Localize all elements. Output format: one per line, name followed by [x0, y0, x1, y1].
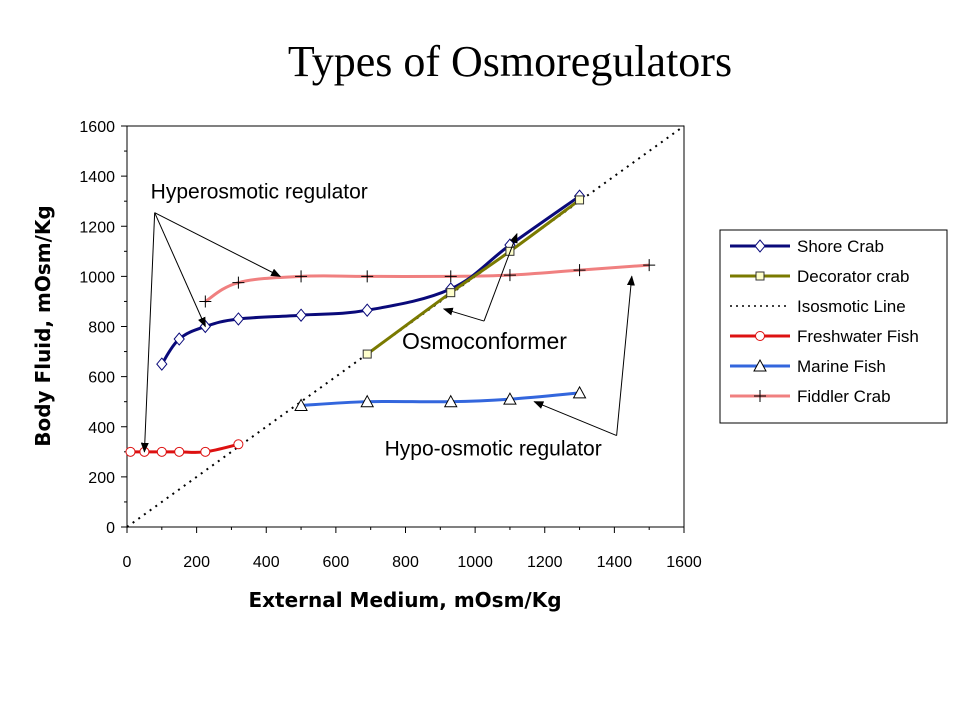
- legend-label: Decorator crab: [797, 267, 909, 286]
- annotation-text: Osmoconformer: [402, 328, 567, 354]
- legend-item: Fiddler Crab: [730, 387, 891, 406]
- data-point: [362, 349, 372, 359]
- y-tick-label: 400: [88, 420, 115, 437]
- data-point: [573, 264, 586, 277]
- x-tick-label: 1200: [527, 554, 563, 571]
- annotation-arrow: [533, 401, 617, 437]
- data-point: [754, 390, 766, 402]
- annotation-text: Hypo-osmotic regulator: [385, 438, 602, 461]
- data-point: [232, 276, 245, 289]
- data-point: [174, 446, 185, 457]
- data-point: [360, 394, 375, 408]
- annotation: Hyperosmotic regulator: [140, 181, 368, 453]
- axes: 0 200 400 600 800 1000 1200 1400 1600 0 200 400 600 8…: [79, 119, 701, 571]
- data-point: [295, 270, 308, 283]
- series-decorator-crab: [362, 195, 585, 359]
- data-point: [361, 303, 373, 317]
- y-tick-label: 1200: [79, 219, 115, 236]
- legend-item: Isosmotic Line: [730, 297, 906, 316]
- x-tick-label: 400: [253, 554, 280, 571]
- data-point: [200, 446, 211, 457]
- y-tick-label: 200: [88, 470, 115, 487]
- annotation-arrow: [154, 212, 206, 328]
- chart-title: Types of Osmoregulators: [287, 37, 733, 86]
- x-tick-label: 600: [323, 554, 350, 571]
- annotation-arrow: [483, 232, 518, 322]
- data-point: [156, 446, 167, 457]
- series-marine-fish: [294, 385, 587, 411]
- y-tick-label: 1400: [79, 169, 115, 186]
- series-line: [366, 198, 581, 356]
- annotation-arrow: [442, 307, 485, 322]
- legend-item: Decorator crab: [730, 267, 909, 286]
- y-tick-label: 0: [106, 520, 115, 537]
- y-axis-label: Body Fluid, mOsm/Kg: [31, 205, 55, 447]
- data-point: [755, 331, 765, 341]
- x-tick-label: 200: [183, 554, 210, 571]
- data-point: [446, 288, 456, 298]
- y-tick-label: 600: [88, 370, 115, 387]
- data-point: [125, 446, 136, 457]
- data-point: [503, 269, 516, 282]
- data-point: [643, 259, 656, 272]
- annotation-text: Hyperosmotic regulator: [151, 181, 368, 204]
- y-tick-label: 1600: [79, 119, 115, 136]
- annotation-arrow: [616, 275, 635, 436]
- annotation: Osmoconformer: [402, 232, 567, 354]
- annotation-arrow: [154, 212, 282, 277]
- x-tick-label: 1400: [597, 554, 633, 571]
- data-point: [232, 312, 245, 326]
- data-point: [173, 332, 185, 346]
- x-tick-label: 0: [123, 554, 132, 571]
- y-tick-label: 1000: [79, 269, 115, 286]
- x-tick-label: 800: [392, 554, 419, 571]
- data-point: [156, 357, 168, 371]
- data-point: [233, 439, 244, 450]
- data-point: [361, 270, 374, 283]
- data-point: [575, 195, 585, 205]
- legend-item: Shore Crab: [730, 237, 884, 256]
- series-fiddler-crab: [199, 259, 656, 308]
- data-point: [753, 358, 767, 372]
- x-axis-label: External Medium, mOsm/Kg: [248, 588, 561, 612]
- annotation: Hypo-osmotic regulator: [385, 275, 635, 461]
- data-point: [572, 385, 587, 399]
- annotation-arrow: [140, 212, 156, 453]
- legend-label: Isosmotic Line: [797, 297, 906, 316]
- legend-label: Marine Fish: [797, 357, 886, 376]
- legend-label: Freshwater Fish: [797, 327, 919, 346]
- legend-item: Freshwater Fish: [730, 327, 919, 346]
- data-point: [754, 239, 766, 253]
- legend-label: Fiddler Crab: [797, 387, 891, 406]
- data-point: [199, 295, 212, 308]
- x-tick-label: 1000: [457, 554, 493, 571]
- data-point: [295, 308, 307, 323]
- x-tick-label: 1600: [666, 554, 702, 571]
- y-tick-label: 800: [88, 320, 115, 337]
- series-line: [160, 194, 581, 365]
- data-point: [294, 398, 308, 411]
- legend: Shore Crab Decorator crab Isosmotic Line Fr…: [719, 229, 948, 424]
- data-point: [443, 394, 458, 408]
- data-point: [503, 392, 517, 405]
- annotations: Hyperosmotic regulator Osmoconformer Hypo-…: [140, 181, 635, 461]
- data-point: [444, 270, 457, 283]
- legend-item: Marine Fish: [730, 357, 886, 376]
- data-point: [755, 271, 765, 281]
- legend-label: Shore Crab: [797, 237, 884, 256]
